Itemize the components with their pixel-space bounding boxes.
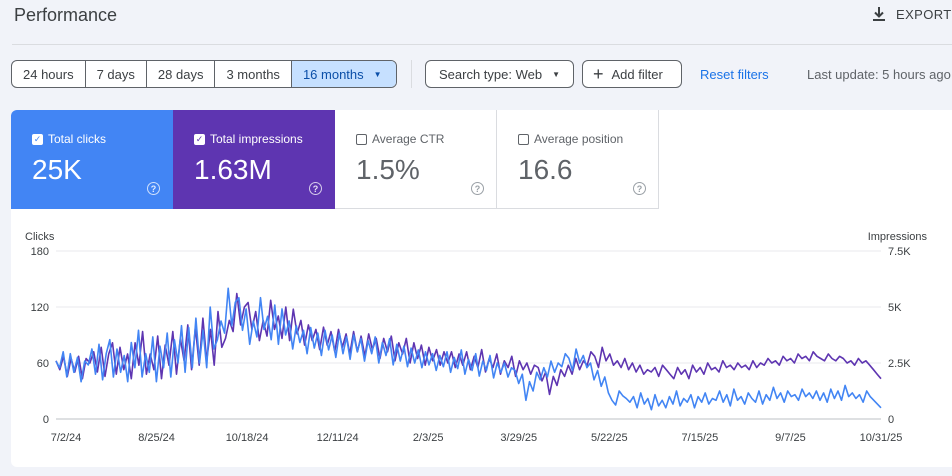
metric-clicks-label: Total clicks bbox=[48, 132, 107, 146]
chart-grid bbox=[56, 250, 881, 420]
chevron-down-icon: ▼ bbox=[373, 69, 382, 79]
help-icon[interactable]: ? bbox=[147, 182, 160, 195]
metric-position-label: Average position bbox=[534, 132, 624, 146]
y-left-tick-label: 0 bbox=[43, 414, 49, 426]
x-axis-ticks: 7/2/24 8/25/24 10/18/24 12/11/24 2/3/25 3/29/… bbox=[51, 432, 903, 444]
last-update-text: Last update: 5 hours ago bbox=[807, 67, 951, 82]
help-icon[interactable]: ? bbox=[309, 182, 322, 195]
x-tick-label: 8/25/24 bbox=[138, 432, 175, 444]
x-tick-label: 2/3/25 bbox=[413, 432, 444, 444]
range-16-months[interactable]: 16 months ▼ bbox=[291, 61, 396, 87]
y-right-tick-label: 5K bbox=[888, 302, 902, 314]
performance-chart: Clicks Impressions 180 120 60 0 7.5K 5K 2.5K 0… bbox=[25, 231, 928, 444]
metric-ctr-header: Average CTR bbox=[356, 132, 444, 146]
checkbox-checked-icon[interactable]: ✓ bbox=[32, 133, 43, 145]
export-button[interactable]: EXPORT bbox=[872, 6, 952, 22]
range-24-hours[interactable]: 24 hours bbox=[12, 61, 86, 87]
help-icon[interactable]: ? bbox=[633, 182, 646, 195]
search-type-dropdown[interactable]: Search type: Web ▼ bbox=[425, 60, 574, 88]
metric-clicks-value: 25K bbox=[32, 154, 82, 185]
header-divider bbox=[12, 44, 952, 45]
checkbox-unchecked-icon[interactable] bbox=[356, 133, 367, 145]
metric-average-position[interactable]: Average position 16.6 ? bbox=[497, 110, 659, 209]
metric-ctr-value: 1.5% bbox=[356, 154, 420, 185]
search-type-label: Search type: Web bbox=[439, 66, 543, 82]
x-tick-label: 3/29/25 bbox=[500, 432, 537, 444]
download-icon bbox=[873, 7, 885, 21]
y-right-title: Impressions bbox=[868, 231, 928, 243]
y-right-tick-label: 7.5K bbox=[888, 246, 911, 258]
y-right-tick-label: 0 bbox=[888, 414, 894, 426]
range-7-days[interactable]: 7 days bbox=[86, 61, 147, 87]
y-left-title: Clicks bbox=[25, 231, 55, 243]
page-title: Performance bbox=[14, 5, 118, 25]
x-tick-label: 10/18/24 bbox=[226, 432, 269, 444]
range-3-months[interactable]: 3 months bbox=[215, 61, 292, 87]
performance-card: ✓ Total clicks 25K ? ✓ Total impressions… bbox=[11, 110, 952, 467]
y-left-tick-label: 120 bbox=[31, 302, 49, 314]
x-tick-label: 10/31/25 bbox=[860, 432, 903, 444]
y-left-tick-label: 180 bbox=[31, 246, 49, 258]
date-range-selector: 24 hours 7 days 28 days 3 months 16 mont… bbox=[11, 60, 397, 88]
series-line-clicks bbox=[55, 287, 882, 411]
x-tick-label: 7/15/25 bbox=[682, 432, 719, 444]
metric-average-ctr[interactable]: Average CTR 1.5% ? bbox=[335, 110, 497, 209]
range-28-days[interactable]: 28 days bbox=[147, 61, 216, 87]
metric-impressions-label: Total impressions bbox=[210, 132, 303, 146]
metric-total-impressions[interactable]: ✓ Total impressions 1.63M ? bbox=[173, 110, 335, 209]
export-label: EXPORT bbox=[896, 6, 952, 22]
y-left-tick-label: 60 bbox=[37, 358, 49, 370]
metric-position-header: Average position bbox=[518, 132, 623, 146]
toolbar-divider bbox=[411, 60, 412, 88]
plus-icon: + bbox=[593, 64, 604, 84]
y-left-ticks: 180 120 60 0 bbox=[31, 246, 49, 426]
range-16-months-label: 16 months bbox=[302, 66, 364, 82]
reset-filters-link[interactable]: Reset filters bbox=[700, 67, 769, 82]
x-tick-label: 9/7/25 bbox=[775, 432, 806, 444]
chart-lines bbox=[55, 287, 882, 411]
checkbox-checked-icon[interactable]: ✓ bbox=[194, 133, 205, 145]
metric-position-value: 16.6 bbox=[518, 154, 573, 185]
x-tick-label: 7/2/24 bbox=[51, 432, 82, 444]
x-tick-label: 12/11/24 bbox=[317, 432, 359, 444]
metric-clicks-header: ✓ Total clicks bbox=[32, 132, 106, 146]
chevron-down-icon: ▼ bbox=[552, 69, 561, 79]
metric-total-clicks[interactable]: ✓ Total clicks 25K ? bbox=[11, 110, 173, 209]
add-filter-button[interactable]: + Add filter bbox=[582, 60, 682, 88]
add-filter-label: Add filter bbox=[611, 66, 663, 82]
y-right-tick-label: 2.5K bbox=[888, 358, 911, 370]
metric-impressions-header: ✓ Total impressions bbox=[194, 132, 303, 146]
checkbox-unchecked-icon[interactable] bbox=[518, 133, 529, 145]
metric-impressions-value: 1.63M bbox=[194, 154, 272, 185]
y-right-ticks: 7.5K 5K 2.5K 0 bbox=[888, 246, 911, 426]
x-tick-label: 5/22/25 bbox=[591, 432, 628, 444]
metric-ctr-label: Average CTR bbox=[372, 132, 445, 146]
help-icon[interactable]: ? bbox=[471, 182, 484, 195]
